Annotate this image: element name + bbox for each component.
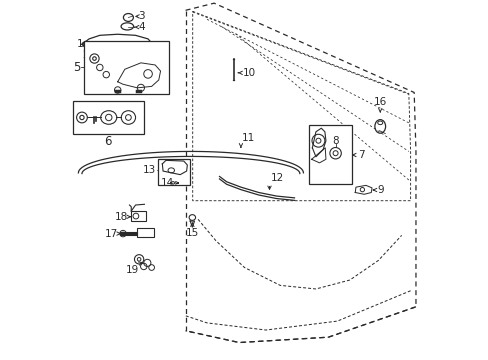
Bar <box>136 228 153 237</box>
Text: 15: 15 <box>185 228 199 238</box>
Text: 4: 4 <box>138 22 145 32</box>
Text: 9: 9 <box>377 185 384 195</box>
Text: 14: 14 <box>160 178 173 188</box>
Bar <box>83 41 169 94</box>
Text: 10: 10 <box>242 68 255 78</box>
Text: 11: 11 <box>242 133 255 143</box>
Bar <box>73 102 144 134</box>
Text: 8: 8 <box>332 136 338 146</box>
Bar <box>308 125 351 184</box>
Text: 1: 1 <box>76 39 83 49</box>
Text: 16: 16 <box>373 97 386 107</box>
Text: 17: 17 <box>104 229 118 239</box>
Text: 12: 12 <box>270 172 283 183</box>
Bar <box>131 211 145 221</box>
Bar <box>158 158 190 185</box>
Text: 2: 2 <box>81 50 88 60</box>
Text: 18: 18 <box>115 212 128 222</box>
Text: 13: 13 <box>142 165 156 175</box>
Text: 19: 19 <box>125 265 139 275</box>
Text: 6: 6 <box>104 135 112 148</box>
Text: 7: 7 <box>357 150 364 160</box>
Text: 3: 3 <box>138 12 145 21</box>
Text: 5: 5 <box>73 61 80 74</box>
